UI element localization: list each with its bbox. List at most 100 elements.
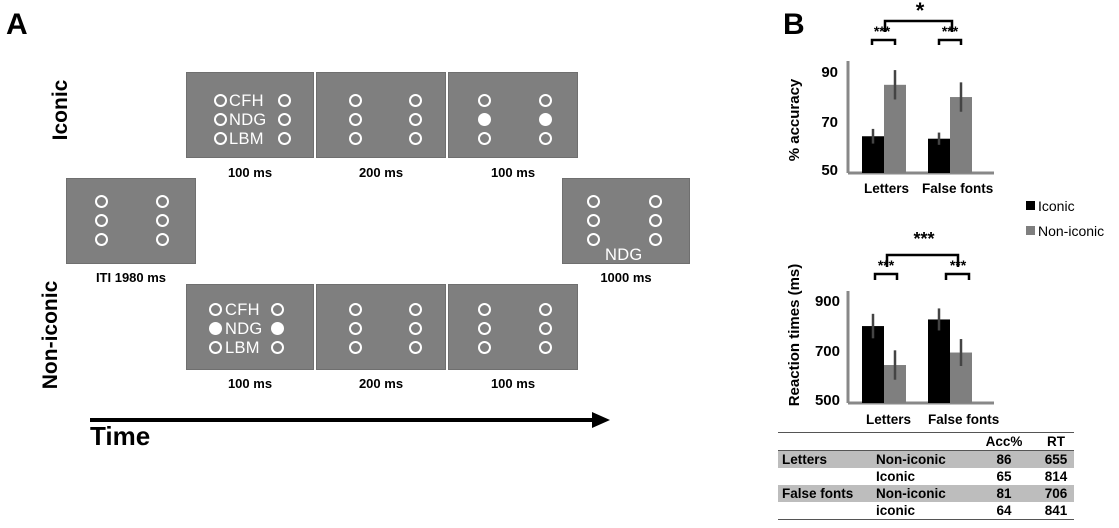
iti-screen [66, 178, 196, 264]
duration-label: 100 ms [227, 165, 273, 180]
placeholder-circle [95, 233, 108, 246]
placeholder-circle [539, 322, 552, 335]
bar-noniconic-1 [950, 97, 972, 173]
legend-swatch-iconic [1026, 201, 1035, 210]
x-category-label: Letters [864, 181, 910, 196]
table-row: Iconic 65 814 [778, 468, 1074, 485]
table-cell: 841 [1044, 503, 1068, 518]
noniconic-blank-screen-2 [448, 284, 578, 370]
table-cell [778, 433, 872, 451]
y-tick-label: 900 [814, 293, 840, 310]
results-table: Acc% RT Letters Non-iconic 86 655 Iconic… [778, 433, 1074, 520]
significance-letters-rt: *** [877, 257, 895, 273]
significance-fonts-acc: *** [941, 23, 959, 39]
table-cell: 65 [996, 469, 1012, 484]
legend-label-noniconic: Non-iconic [1038, 223, 1105, 239]
placeholder-circle [649, 195, 662, 208]
placeholder-circle [409, 132, 422, 145]
probe-letters: NDG [605, 246, 643, 264]
letter-row-3: LBM [225, 339, 260, 357]
placeholder-circle [539, 94, 552, 107]
placeholder-circle [409, 322, 422, 335]
noniconic-blank-screen [316, 284, 446, 370]
duration-label: 200 ms [358, 165, 404, 180]
bar-iconic-1 [928, 319, 950, 403]
y-tick-label: 90 [821, 64, 838, 81]
placeholder-circle [278, 132, 291, 145]
table-cell: Letters [778, 450, 872, 468]
table-header-row: Acc% RT [778, 433, 1074, 451]
placeholder-circle [409, 341, 422, 354]
placeholder-circle [278, 113, 291, 126]
row-label-iconic: Iconic [49, 79, 72, 141]
x-category-label: False fonts [928, 412, 1000, 427]
cue-circle [539, 113, 552, 126]
placeholder-circle [478, 132, 491, 145]
time-arrow [90, 412, 610, 428]
placeholder-circle [478, 94, 491, 107]
placeholder-circle [349, 94, 362, 107]
table-top-rule [778, 432, 1074, 433]
placeholder-circle [409, 303, 422, 316]
placeholder-circle [539, 303, 552, 316]
y-tick-label: 500 [814, 392, 840, 409]
table-cell: False fonts [778, 485, 872, 502]
y-tick-label: 700 [814, 343, 840, 360]
placeholder-circle [214, 94, 227, 107]
placeholder-circle [478, 322, 491, 335]
y-tick-label: 70 [821, 114, 838, 131]
placeholder-circle [156, 233, 169, 246]
rt-y-label: Reaction times (ms) [786, 263, 803, 407]
accuracy-significance-brackets [870, 19, 963, 45]
table-row: iconic 64 841 [778, 502, 1074, 520]
letter-row-3: LBM [229, 130, 264, 148]
placeholder-circle [539, 132, 552, 145]
bar-iconic-0 [862, 136, 884, 173]
placeholder-circle [156, 195, 169, 208]
placeholder-circle [349, 322, 362, 335]
letter-row-2: NDG [229, 111, 267, 129]
rt-significance-brackets [873, 253, 971, 280]
significance-letters-acc: *** [873, 23, 891, 39]
bar-noniconic-0 [884, 365, 906, 403]
placeholder-circle [478, 303, 491, 316]
bar-noniconic-0 [884, 84, 906, 173]
cue-circle [271, 322, 284, 335]
probe-duration-label: 1000 ms [600, 270, 652, 285]
table-cell: Non-iconic [872, 450, 970, 468]
legend-swatch-noniconic [1026, 226, 1035, 235]
duration-label: 200 ms [358, 376, 404, 391]
placeholder-circle [214, 132, 227, 145]
placeholder-circle [649, 214, 662, 227]
placeholder-circle [409, 94, 422, 107]
panel-a-label: A [6, 8, 28, 41]
table-cell: Non-iconic [872, 485, 970, 502]
table-cell: 64 [996, 503, 1012, 518]
letter-row-1: CFH [229, 92, 264, 110]
table-header-acc: Acc% [970, 433, 1038, 451]
letter-row-2: NDG [225, 320, 263, 338]
iti-duration-label: ITI 1980 ms [95, 270, 167, 285]
table-cell: 81 [970, 485, 1038, 502]
table-cell: 86 [970, 450, 1038, 468]
table-cell: Iconic [876, 469, 916, 484]
cue-circle [209, 322, 222, 335]
significance-main-acc: * [915, 0, 925, 23]
x-category-label: False fonts [922, 181, 994, 196]
table-header-rt: RT [1038, 433, 1074, 451]
table-cell [872, 433, 970, 451]
duration-label: 100 ms [227, 376, 273, 391]
placeholder-circle [209, 303, 222, 316]
iconic-array-screen: CFH NDG LBM [186, 72, 314, 158]
placeholder-circle [349, 113, 362, 126]
legend-label-iconic: Iconic [1038, 198, 1075, 214]
iconic-cue-screen [448, 72, 578, 158]
placeholder-circle [349, 341, 362, 354]
placeholder-circle [214, 113, 227, 126]
table-row: Letters Non-iconic 86 655 [778, 450, 1074, 468]
placeholder-circle [539, 341, 552, 354]
rt-chart [846, 291, 994, 405]
iconic-blank-screen [316, 72, 446, 158]
placeholder-circle [95, 214, 108, 227]
placeholder-circle [587, 195, 600, 208]
